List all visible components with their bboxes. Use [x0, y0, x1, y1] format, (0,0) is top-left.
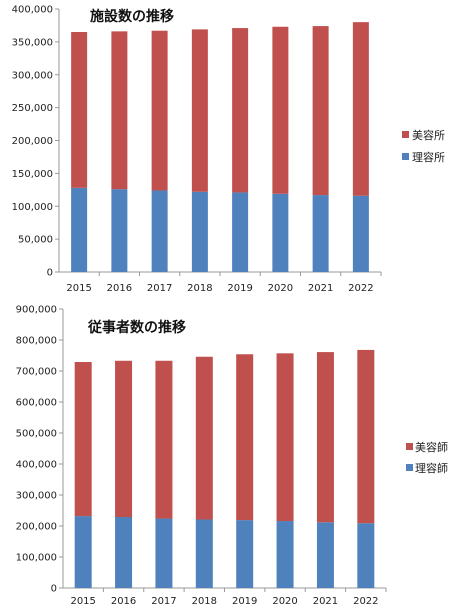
- facilities-y-tick-label: 400,000: [12, 5, 53, 16]
- facilities-bar-barber-2019: [232, 192, 249, 272]
- facilities-bar-beauty-2018: [191, 29, 208, 192]
- facilities-bar-beauty-2020: [272, 26, 289, 194]
- legend-label-biyoushi: 美容師: [415, 440, 448, 454]
- workers-bar-beauty-2018: [195, 356, 213, 520]
- workers-bar-barber-2017: [155, 518, 173, 588]
- workers-bar-beauty-2015: [74, 362, 92, 517]
- facilities-x-tick-label: 2015: [66, 283, 91, 294]
- workers-bar-barber-2016: [115, 517, 133, 588]
- workers-bar-beauty-2020: [276, 353, 294, 522]
- workers-bar-barber-2020: [276, 521, 294, 588]
- workers-bar-barber-2021: [316, 522, 334, 588]
- legend-swatch-biyousho: [402, 131, 409, 138]
- workers-chart: 0 100,000 200,000 300,000 400,000 500,000 600,…: [16, 305, 448, 608]
- workers-x-tick-label: 2017: [151, 596, 176, 607]
- facilities-x-tick-label: 2022: [348, 283, 373, 294]
- workers-x-tick-label: 2022: [353, 596, 378, 607]
- facilities-bar-barber-2015: [71, 187, 88, 272]
- facilities-bar-barber-2020: [272, 193, 289, 272]
- legend-swatch-riyoushi: [406, 464, 413, 471]
- workers-y-tick-label: 0: [51, 584, 57, 595]
- facilities-bar-barber-2022: [352, 195, 369, 272]
- facilities-bar-beauty-2016: [111, 31, 128, 190]
- facilities-x-tick-label: 2018: [187, 283, 212, 294]
- workers-x-tick-label: 2021: [313, 596, 338, 607]
- facilities-bar-beauty-2021: [312, 26, 329, 196]
- workers-bar-barber-2019: [236, 520, 254, 588]
- facilities-y-tick-label: 200,000: [12, 136, 53, 147]
- facilities-chart: 0 50,000 100,000 150,000 200,000 250,000 300,0…: [12, 5, 445, 295]
- legend-label-riyoushi: 理容師: [415, 461, 448, 475]
- workers-bar-beauty-2016: [115, 360, 133, 518]
- facilities-y-tick-label: 250,000: [12, 103, 53, 114]
- facilities-x-tick-label: 2017: [147, 283, 172, 294]
- workers-bar-beauty-2019: [236, 354, 254, 521]
- workers-x-tick-label: 2020: [272, 596, 297, 607]
- facilities-y-tick-label: 150,000: [12, 169, 53, 180]
- legend-swatch-biyoushi: [406, 443, 413, 450]
- workers-plot-area: 0 100,000 200,000 300,000 400,000 500,000 600,…: [16, 305, 387, 607]
- facilities-x-tick-label: 2016: [107, 283, 132, 294]
- workers-bar-beauty-2017: [155, 360, 173, 519]
- facilities-y-tick-label: 0: [47, 268, 53, 279]
- facilities-x-tick-label: 2020: [268, 283, 293, 294]
- facilities-y-tick-label: 100,000: [12, 202, 53, 213]
- workers-bar-barber-2022: [357, 523, 375, 588]
- facilities-chart-title: 施設数の推移: [90, 8, 174, 25]
- workers-x-tick-label: 2018: [192, 596, 217, 607]
- workers-y-tick-label: 600,000: [16, 398, 57, 409]
- legend-label-riyousho: 理容所: [412, 150, 445, 164]
- workers-y-tick-label: 100,000: [16, 553, 57, 564]
- workers-y-tick-label: 900,000: [16, 305, 57, 316]
- workers-y-tick-label: 700,000: [16, 367, 57, 378]
- workers-bar-beauty-2022: [357, 349, 375, 524]
- facilities-bar-barber-2021: [312, 195, 329, 272]
- workers-y-tick-label: 300,000: [16, 491, 57, 502]
- facilities-bar-beauty-2022: [352, 22, 369, 196]
- workers-x-tick-label: 2015: [70, 596, 95, 607]
- workers-chart-title: 従事者数の推移: [87, 319, 186, 336]
- facilities-y-tick-label: 350,000: [12, 37, 53, 48]
- workers-bar-beauty-2021: [316, 352, 334, 523]
- legend-swatch-riyousho: [402, 153, 409, 160]
- legend-label-biyousho: 美容所: [412, 128, 445, 142]
- facilities-plot-area: 0 50,000 100,000 150,000 200,000 250,000 300,0…: [12, 5, 382, 294]
- workers-y-tick-label: 400,000: [16, 460, 57, 471]
- facilities-bar-beauty-2017: [151, 30, 168, 191]
- workers-legend: 美容師 理容師: [406, 440, 448, 475]
- facilities-legend: 美容所 理容所: [402, 128, 445, 164]
- workers-x-tick-label: 2019: [232, 596, 257, 607]
- facilities-y-tick-label: 300,000: [12, 70, 53, 81]
- workers-y-tick-label: 200,000: [16, 522, 57, 533]
- facilities-x-tick-label: 2019: [227, 283, 252, 294]
- facilities-bar-barber-2016: [111, 189, 128, 272]
- workers-y-tick-label: 500,000: [16, 429, 57, 440]
- facilities-y-tick-label: 50,000: [18, 235, 53, 246]
- workers-y-tick-label: 800,000: [16, 336, 57, 347]
- workers-x-tick-label: 2016: [111, 596, 136, 607]
- workers-bar-barber-2018: [195, 519, 213, 588]
- facilities-bar-beauty-2015: [71, 32, 88, 188]
- facilities-bar-barber-2018: [191, 191, 208, 272]
- facilities-x-tick-label: 2021: [308, 283, 333, 294]
- facilities-bar-barber-2017: [151, 190, 168, 272]
- workers-bar-barber-2015: [74, 516, 92, 588]
- facilities-bar-beauty-2019: [232, 28, 249, 193]
